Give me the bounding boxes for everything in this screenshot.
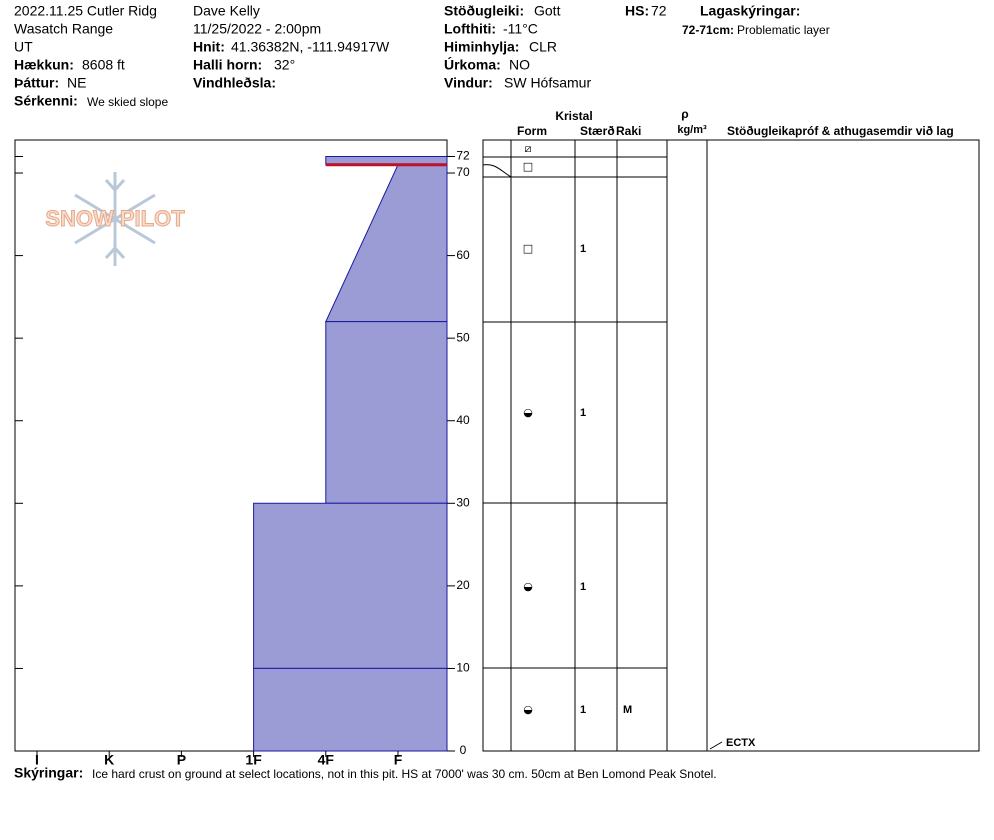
layer-note-text: Problematic layer	[737, 23, 830, 37]
grain-table-frame	[482, 139, 980, 752]
footer-text: Ice hard crust on ground at select locat…	[92, 767, 717, 781]
grain-table-columns	[483, 140, 708, 751]
grain-form: □	[523, 160, 533, 173]
value: NO	[509, 57, 530, 73]
header: kg/m³	[677, 124, 707, 136]
grain-rows: ⧄ □ □ 1 ◒ 1 ◒ 1 ◒ 1 M	[523, 142, 632, 716]
value: 32°	[274, 57, 295, 73]
y-tick-label: 10	[456, 661, 470, 675]
state: UT	[14, 39, 33, 55]
y-tick-label: 70	[456, 165, 470, 179]
x-tick-label: K	[104, 752, 114, 768]
grain-form: ◒	[523, 580, 533, 593]
y-tick-label: 50	[456, 330, 470, 344]
y-tick-label: 20	[456, 578, 470, 592]
x-tick-label: I	[35, 752, 39, 768]
hardness-plot: 0 10 20 30 40 50 60 70 72 I K P 1F 4F F	[15, 149, 470, 768]
layer	[253, 502, 448, 669]
y-tick-label: 0	[460, 743, 467, 757]
layer	[253, 667, 448, 752]
label: Þáttur:	[14, 75, 59, 91]
test: ECTX	[726, 737, 756, 749]
label: Lofthiti:	[444, 21, 496, 37]
moisture: M	[623, 704, 632, 716]
value: Gott	[534, 3, 561, 19]
layer-note-range: 72-71cm:	[682, 23, 734, 37]
y-tick-label: 30	[456, 495, 470, 509]
site: 2022.11.25 Cutler Ridg	[14, 3, 157, 19]
label: Vindur:	[444, 75, 493, 91]
label: Úrkoma:	[444, 56, 501, 73]
y-tick-label: 60	[456, 248, 470, 262]
grain-form: □	[523, 242, 533, 255]
layer-connector	[482, 164, 512, 178]
snowflake	[74, 172, 156, 266]
label: Halli horn:	[193, 57, 262, 73]
grain-form: ◒	[523, 703, 533, 716]
grain-form: ⧄	[525, 142, 532, 155]
x-tick-label: 1F	[245, 752, 262, 768]
label: Hnit:	[193, 39, 225, 55]
label: Vindhleðsla:	[193, 75, 276, 91]
label: Stöðugleiki:	[444, 3, 524, 19]
value: 8608 ft	[82, 57, 125, 73]
value: -11°C	[503, 21, 538, 37]
logo: SNOW PILOT	[45, 206, 185, 231]
grain-size: 1	[580, 243, 586, 255]
value: SW Hófsamur	[504, 75, 591, 91]
x-tick-label: F	[394, 752, 403, 768]
layer	[325, 321, 448, 504]
header: Kristal	[555, 109, 592, 123]
x-tick-label: P	[177, 752, 186, 768]
label: Sérkenni:	[14, 93, 78, 109]
header: Form	[517, 124, 547, 138]
value: CLR	[529, 39, 557, 55]
observer: Dave Kelly	[193, 3, 260, 19]
grain-size: 1	[580, 407, 586, 419]
header: ρ	[681, 107, 688, 121]
header: Stöðugleikapróf & athugasemdir við lag	[727, 124, 954, 138]
value: 72	[651, 3, 667, 19]
label: Lagaskýringar:	[700, 3, 800, 19]
test-arrow	[709, 741, 723, 750]
label: Himinhylja:	[444, 39, 519, 55]
datetime: 11/25/2022 - 2:00pm	[193, 21, 321, 37]
y-tick-label: 72	[456, 149, 470, 163]
range: Wasatch Range	[14, 21, 113, 37]
value: We skied slope	[87, 95, 168, 109]
label: Skýringar:	[14, 765, 83, 781]
value: 41.36382N, -111.94917W	[231, 39, 390, 55]
label: Hækkun:	[14, 57, 74, 73]
header: Stærð	[580, 124, 615, 138]
layer	[325, 164, 448, 323]
header: Raki	[616, 124, 641, 138]
grain-form: ◒	[523, 406, 533, 419]
x-tick-label: 4F	[318, 752, 335, 768]
grain-size: 1	[580, 704, 586, 716]
grain-size: 1	[580, 581, 586, 593]
y-tick-label: 40	[456, 413, 470, 427]
value: NE	[67, 75, 86, 91]
label: HS:	[625, 3, 649, 19]
